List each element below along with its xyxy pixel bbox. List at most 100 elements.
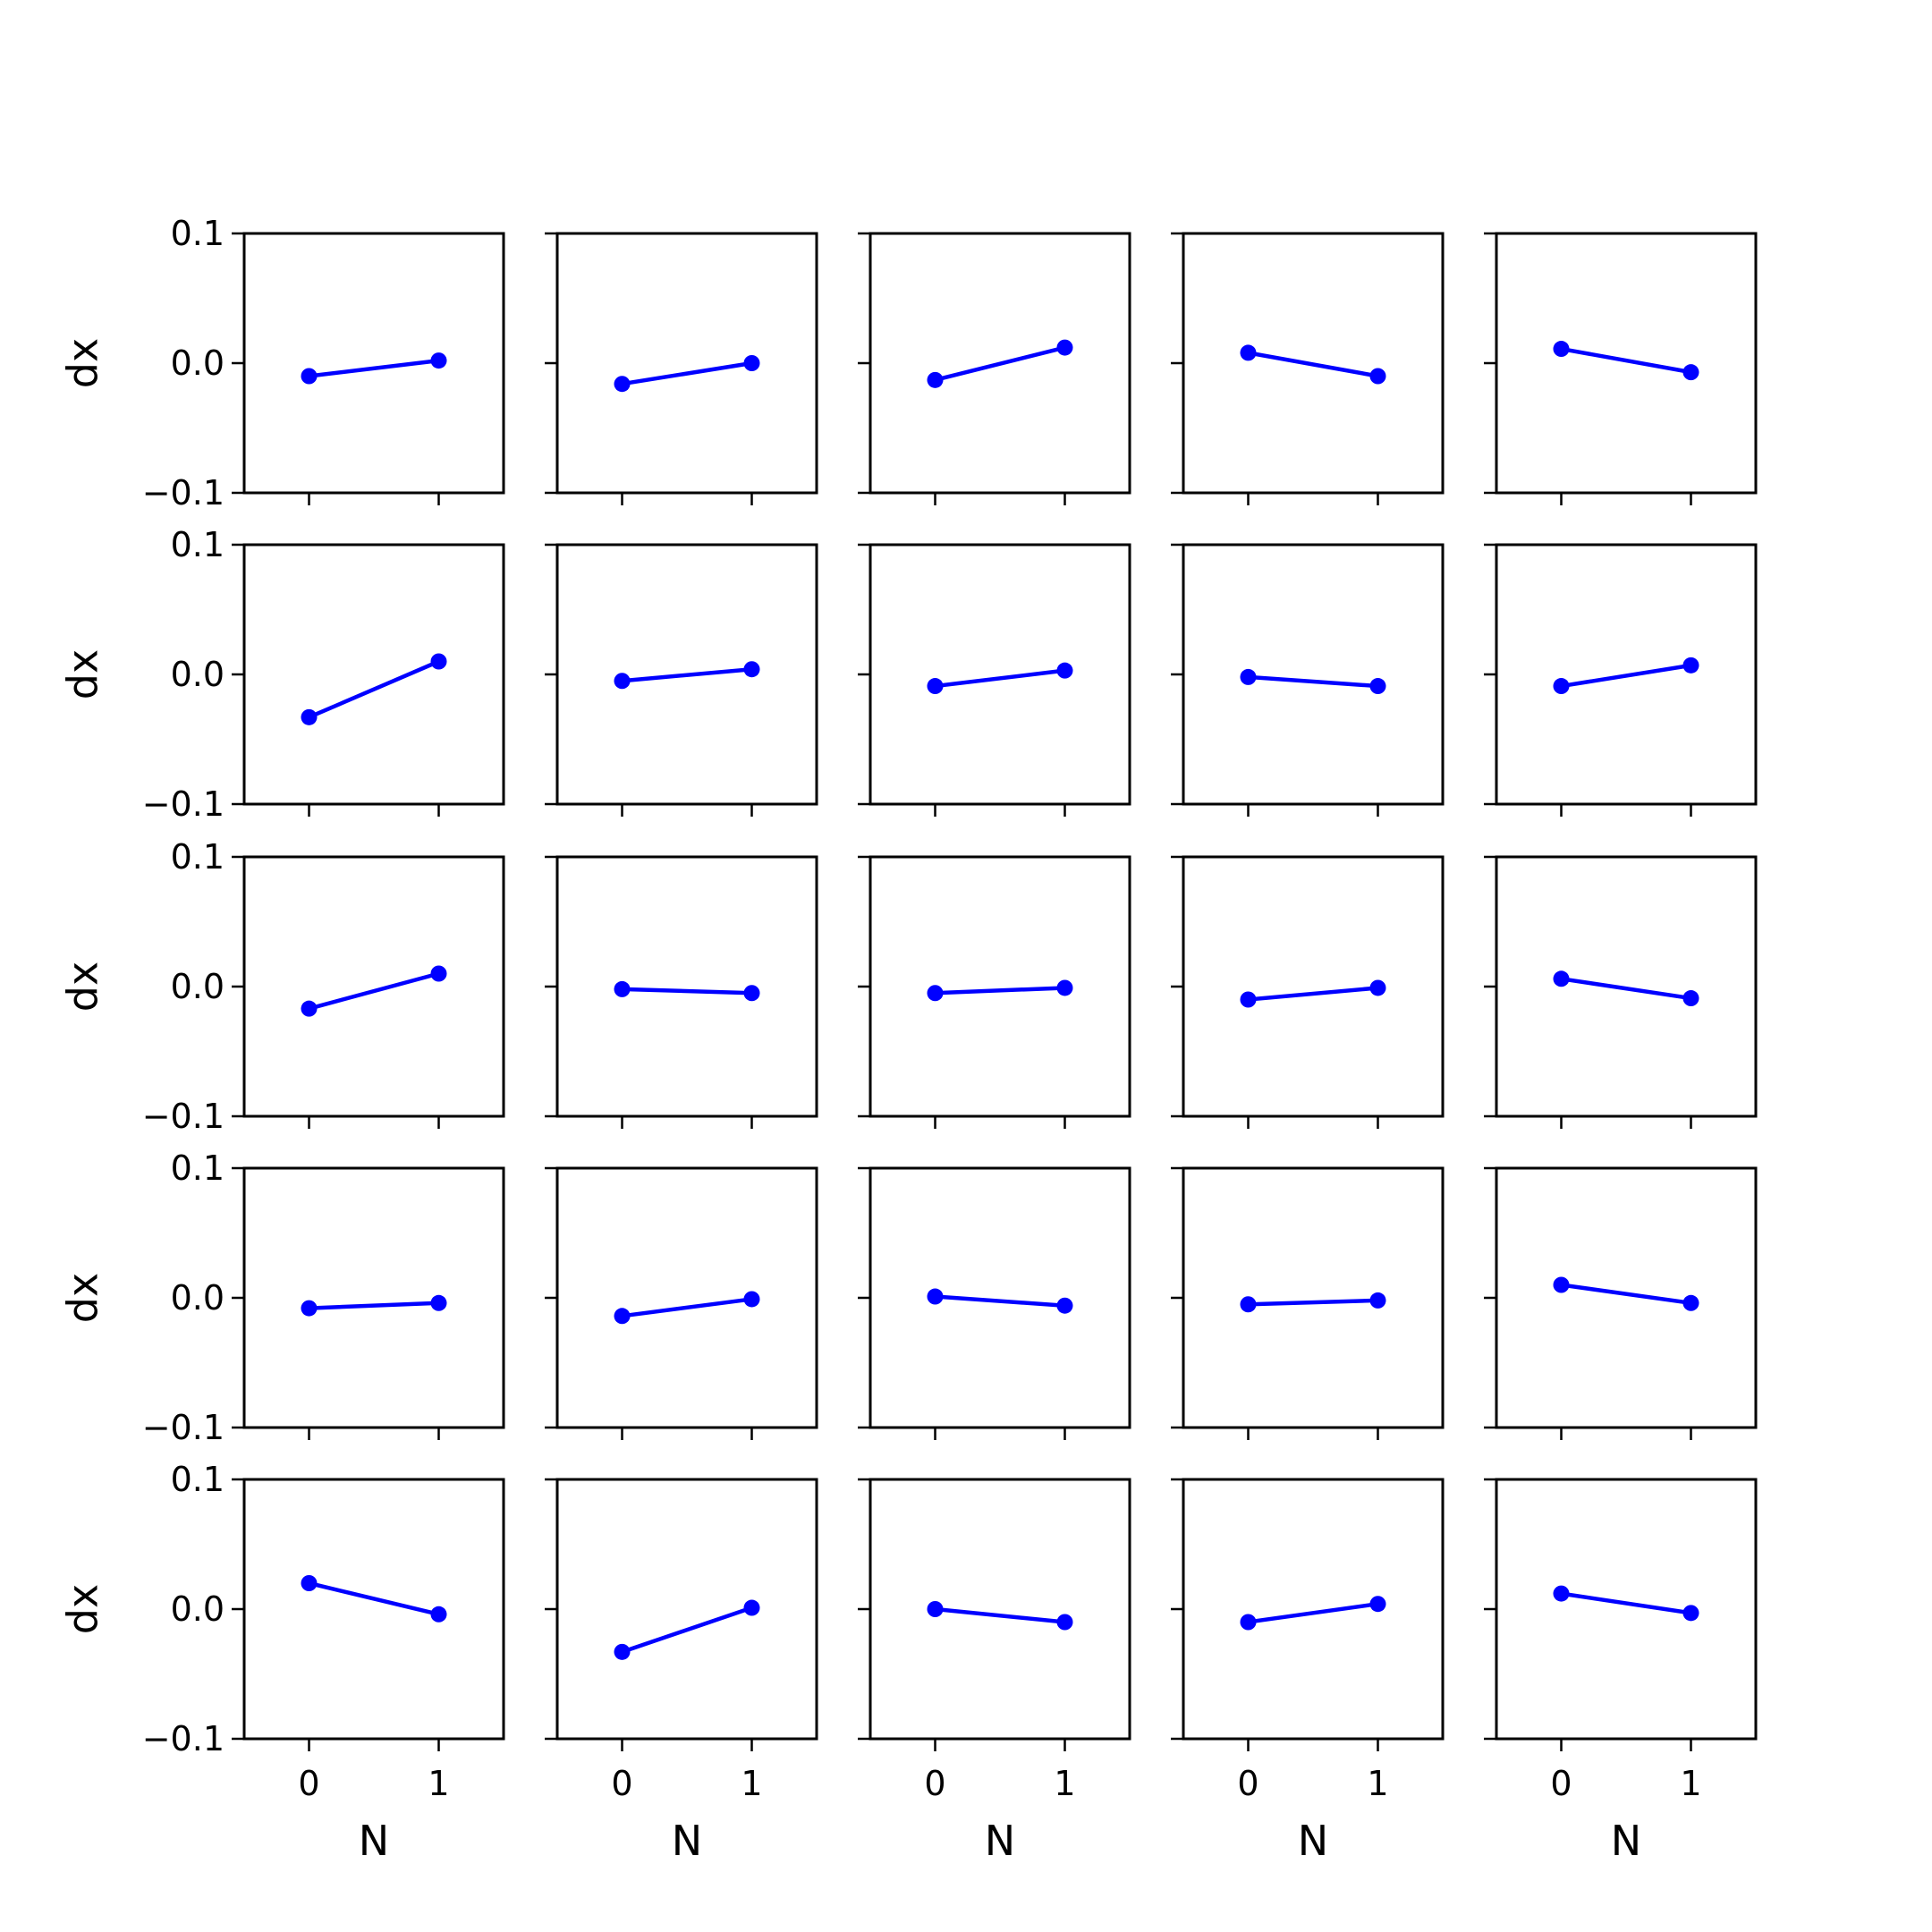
series-line: [308, 971, 440, 1011]
x-axis-label: N: [1611, 1817, 1641, 1865]
y-tick-label: −0.1: [142, 784, 225, 824]
data-point: [1056, 979, 1073, 996]
y-tick-label: −0.1: [142, 1408, 225, 1447]
data-point: [1682, 1605, 1699, 1622]
subplot-r4-c0: −0.1 0.0 0.1 0 1 dx N: [59, 1460, 505, 1865]
data-point: [1553, 1585, 1570, 1602]
subplot-r1-c2: [858, 543, 1131, 817]
subplot-r0-c1: [545, 232, 818, 505]
data-point: [1369, 678, 1386, 695]
data-point: [1369, 368, 1386, 385]
series-line: [935, 1606, 1065, 1624]
subplot-r3-c1: [545, 1166, 818, 1440]
subplot-r4-c4: 0 1N: [1484, 1478, 1758, 1865]
data-point: [1682, 1294, 1699, 1311]
series-line: [1561, 346, 1691, 375]
subplot-r1-c1: [545, 543, 818, 817]
x-axis-label: N: [672, 1817, 702, 1865]
subplot-r0-c4: [1484, 232, 1758, 505]
data-point: [927, 1601, 944, 1617]
subplot-r2-c0: −0.1 0.0 0.1 dx: [59, 837, 505, 1136]
subplot-r0-c0: −0.1 0.0 0.1 dx: [59, 214, 505, 513]
series-line: [621, 1606, 753, 1654]
y-axis-label: dx: [59, 1584, 107, 1634]
series-line: [1248, 986, 1378, 1002]
x-tick-label: 1: [1367, 1764, 1388, 1803]
data-point: [743, 1291, 760, 1308]
series-line: [1561, 1283, 1691, 1306]
data-point: [301, 1300, 318, 1317]
series-line: [1248, 1298, 1378, 1307]
subplot-r2-c4: [1484, 855, 1758, 1129]
y-tick-label: 0.0: [171, 1278, 225, 1318]
data-point: [1553, 341, 1570, 358]
x-tick-label: 0: [611, 1764, 632, 1803]
subplot-r2-c3: [1171, 855, 1445, 1129]
subplot-r3-c4: [1484, 1166, 1758, 1440]
data-point: [614, 1308, 631, 1325]
x-axis-label: N: [1298, 1817, 1328, 1865]
y-tick-label: −0.1: [142, 1719, 225, 1758]
data-point: [1369, 1596, 1386, 1613]
data-point: [1553, 1276, 1570, 1293]
series-line: [935, 986, 1065, 996]
series-line: [934, 345, 1066, 383]
series-line: [622, 360, 752, 386]
y-tick-label: 0.1: [171, 214, 225, 253]
subplot-r3-c0: −0.1 0.0 0.1 dx: [59, 1148, 505, 1447]
data-point: [743, 661, 760, 678]
y-axis-label: dx: [59, 338, 107, 388]
x-tick-label: 1: [1680, 1764, 1701, 1803]
series-line: [622, 666, 752, 683]
data-point: [1682, 990, 1699, 1007]
series-line: [1248, 1601, 1378, 1624]
data-point: [1369, 979, 1386, 996]
x-tick-label: 1: [741, 1764, 762, 1803]
x-tick-label: 0: [1550, 1764, 1572, 1803]
data-point: [1682, 657, 1699, 674]
x-axis-label: N: [985, 1817, 1015, 1865]
y-tick-label: 0.0: [171, 1589, 225, 1629]
subplot-r1-c4: [1484, 543, 1758, 817]
x-tick-label: 0: [1237, 1764, 1258, 1803]
subplot-r0-c3: [1171, 232, 1445, 505]
y-tick-label: 0.1: [171, 1460, 225, 1499]
y-tick-label: −0.1: [142, 1097, 225, 1136]
y-tick-label: −0.1: [142, 473, 225, 513]
data-point: [743, 355, 760, 371]
x-tick-label: 0: [298, 1764, 319, 1803]
data-point: [1369, 1292, 1386, 1309]
data-point: [614, 980, 631, 997]
series-line: [622, 1297, 752, 1318]
data-point: [743, 1599, 760, 1616]
subplots: −0.10.00.1dx−0.10.00.1dx−0.10.00.1dx−0.1…: [59, 214, 1758, 1865]
data-point: [1553, 970, 1570, 987]
series-line: [308, 659, 440, 719]
data-point: [430, 1294, 447, 1311]
data-point: [430, 965, 447, 982]
data-point: [301, 1575, 318, 1591]
x-axis-label: N: [359, 1817, 389, 1865]
data-point: [927, 678, 944, 695]
series-line: [309, 1301, 439, 1310]
data-point: [927, 985, 944, 1002]
subplot-r1-c0: −0.1 0.0 0.1 dx: [59, 525, 505, 824]
series-line: [935, 1294, 1065, 1308]
x-tick-label: 0: [924, 1764, 945, 1803]
y-tick-label: 0.1: [171, 1148, 225, 1188]
subplot-r4-c3: 0 1N: [1171, 1478, 1445, 1865]
subplot-r2-c2: [858, 855, 1131, 1129]
data-point: [301, 368, 318, 385]
data-point: [1240, 1296, 1257, 1313]
data-point: [1553, 678, 1570, 695]
subplot-r0-c2: [858, 232, 1131, 505]
series-line: [935, 668, 1065, 689]
data-point: [743, 985, 760, 1002]
series-line: [622, 987, 752, 996]
subplot-r2-c1: [545, 855, 818, 1129]
data-point: [614, 673, 631, 690]
data-point: [1056, 662, 1073, 679]
data-point: [1240, 991, 1257, 1008]
